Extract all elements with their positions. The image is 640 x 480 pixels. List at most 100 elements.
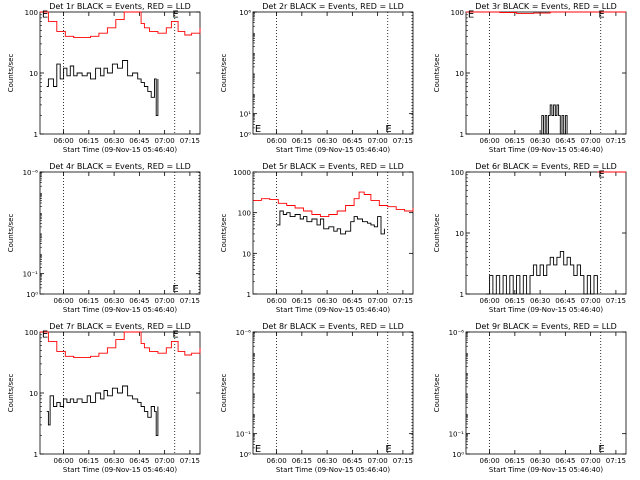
y-axis-label: Counts/sec [433,214,441,253]
detector-plot-5: Det 5r BLACK = Events, RED = LLD 1 10 100 10… [220,162,414,314]
y-axis-label: Counts/sec [7,214,15,253]
lld-rate-line [40,11,201,39]
x-tick-label: 06:45 [555,297,575,305]
y-tick-label: 10⁻⁶ [236,329,252,337]
e-marker-label: E [255,124,261,135]
e-marker-label: E [42,9,48,20]
x-tick-label: 06:45 [555,137,575,145]
lld-rate-line [466,11,626,14]
y-tick-label: 1 [34,131,38,139]
e-marker-label: E [172,329,178,340]
lld-rate-line [40,331,201,359]
e-marker-label: E [172,9,178,20]
x-tick-label: 06:45 [342,137,362,145]
x-tick-label: 07:00 [155,457,175,465]
detector-plot-7: Det 7r BLACK = Events, RED = LLD 1 10 100 06… [7,322,201,474]
y-tick-label: 10⁰ [26,291,38,299]
x-tick-label: 07:00 [368,297,388,305]
y-axis-label: Counts/sec [220,374,228,413]
y-tick-label: 100 [451,169,464,177]
x-tick-label: 07:00 [155,137,175,145]
y-tick-label: 100 [238,210,251,218]
y-axis-label: Counts/sec [220,214,228,253]
y-tick-label: 10¹ [239,111,251,119]
x-axis-label: Start Time (09-Nov-15 05:46:40) [63,146,177,154]
plot-frame [252,171,414,295]
plot-title: Det 8r BLACK = Events, RED = LLD [262,322,404,331]
x-tick-label: 06:30 [317,137,337,145]
e-marker-label: E [598,444,604,455]
x-tick-label: 06:00 [53,137,73,145]
x-tick-label: 06:00 [53,297,73,305]
detector-plot-4: Det 4r BLACK = Events, RED = LLD 10⁰ 10⁻¹ 1… [7,162,201,314]
y-tick-label: 10⁰ [239,131,251,139]
y-tick-label: 100 [25,9,38,17]
x-tick-label: 07:15 [606,297,626,305]
y-tick-label: 10⁻¹ [236,431,252,439]
y-tick-label: 100 [25,329,38,337]
x-tick-label: 06:45 [129,457,149,465]
y-tick-label: 1 [460,131,464,139]
y-tick-label: 10⁻⁶ [449,329,465,337]
x-tick-label: 06:30 [317,297,337,305]
x-tick-label: 07:00 [581,137,601,145]
x-tick-label: 06:30 [104,457,124,465]
x-tick-label: 06:30 [317,457,337,465]
x-tick-label: 06:15 [79,457,99,465]
y-tick-label: 10⁰ [452,451,464,459]
x-tick-label: 06:30 [104,297,124,305]
x-tick-label: 06:15 [79,297,99,305]
plot-frame [39,171,201,295]
y-tick-label: 1 [34,451,38,459]
x-tick-label: 06:30 [530,137,550,145]
x-tick-label: 06:45 [129,137,149,145]
x-tick-label: 06:15 [505,457,525,465]
x-tick-label: 07:15 [606,137,626,145]
e-marker-label: E [42,329,48,340]
event-rate-line [486,250,598,295]
x-tick-label: 07:00 [368,457,388,465]
y-axis-label: Counts/sec [433,54,441,93]
x-tick-label: 06:15 [79,137,99,145]
y-tick-label: 10⁻¹ [23,271,39,279]
x-tick-label: 07:15 [180,297,200,305]
x-axis-label: Start Time (09-Nov-15 05:46:40) [489,306,603,314]
x-tick-label: 07:15 [393,137,413,145]
e-marker-label: E [598,169,604,180]
plot-title: Det 7r BLACK = Events, RED = LLD [49,322,191,331]
x-tick-label: 06:00 [479,137,499,145]
y-tick-label: 10 [455,70,464,78]
x-axis-label: Start Time (09-Nov-15 05:46:40) [63,306,177,314]
y-tick-label: 1 [460,291,464,299]
y-tick-label: 10 [455,230,464,238]
plot-frame [465,331,627,455]
x-tick-label: 07:15 [180,137,200,145]
e-marker-label: E [598,9,604,20]
x-tick-label: 07:00 [581,297,601,305]
lld-rate-line [253,191,414,218]
x-axis-label: Start Time (09-Nov-15 05:46:40) [276,146,390,154]
x-tick-label: 06:00 [266,457,286,465]
x-tick-label: 07:00 [581,457,601,465]
x-axis-label: Start Time (09-Nov-15 05:46:40) [276,306,390,314]
x-tick-label: 07:00 [368,137,388,145]
y-tick-label: 1 [247,291,251,299]
y-axis-label: Counts/sec [7,374,15,413]
y-axis-label: Counts/sec [220,54,228,93]
x-tick-label: 06:15 [505,137,525,145]
y-tick-label: 100 [451,9,464,17]
x-tick-label: 06:15 [292,457,312,465]
y-axis-label: Counts/sec [433,374,441,413]
x-tick-label: 06:00 [479,457,499,465]
y-tick-label: 1000 [233,169,251,177]
x-tick-label: 06:15 [505,297,525,305]
e-marker-label: E [385,124,391,135]
detector-plot-8: Det 8r BLACK = Events, RED = LLD 10⁰ 10⁻¹ 1… [220,322,414,474]
x-tick-label: 06:45 [555,457,575,465]
event-rate-line [46,385,159,437]
x-tick-label: 07:15 [393,297,413,305]
event-rate-line [540,104,568,135]
x-axis-label: Start Time (09-Nov-15 05:46:40) [489,146,603,154]
y-tick-label: 10⁶ [239,9,251,17]
